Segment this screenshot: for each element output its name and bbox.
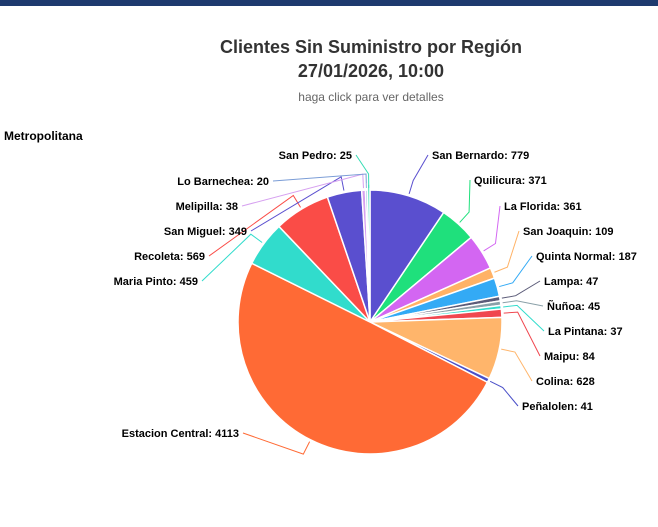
connector-quilicura [459, 179, 471, 223]
pie-slice-estacion-central[interactable] [237, 262, 489, 455]
connector-san-pedro [355, 154, 370, 189]
connector-la-pintana [503, 304, 545, 332]
connector-la-florida [483, 205, 501, 252]
connector-colina [501, 348, 533, 382]
data-label-maria-pinto[interactable]: Maria Pinto: 459 [114, 276, 198, 288]
connector-penalolen [489, 380, 519, 407]
data-label-melipilla[interactable]: Melipilla: 38 [176, 201, 238, 213]
region-label: Metropolitana [4, 129, 83, 143]
data-label-quinta-normal[interactable]: Quinta Normal: 187 [536, 251, 637, 263]
connector-estacion-central [242, 432, 311, 455]
connector-quinta-normal [499, 255, 533, 288]
connector-nunoa [502, 300, 544, 307]
chart-title: Clientes Sin Suministro por Región [219, 37, 523, 57]
connector-san-miguel [250, 176, 345, 232]
connector-san-bernardo [408, 154, 429, 194]
pie-slice-san-bernardo[interactable] [369, 189, 445, 325]
data-label-san-bernardo[interactable]: San Bernardo: 779 [432, 150, 529, 162]
chart-title-date: 27/01/2026, 10:00 [297, 61, 445, 81]
data-label-lo-barnechea[interactable]: Lo Barnechea: 20 [177, 176, 269, 188]
data-label-san-pedro[interactable]: San Pedro: 25 [279, 150, 352, 162]
data-label-san-joaquin[interactable]: San Joaquin: 109 [523, 226, 613, 238]
data-label-la-florida[interactable]: La Florida: 361 [504, 201, 582, 213]
data-label-recoleta[interactable]: Recoleta: 569 [134, 251, 205, 263]
connector-san-joaquin [494, 230, 520, 273]
connector-recoleta [208, 194, 301, 257]
data-label-la-pintana[interactable]: La Pintana: 37 [548, 326, 623, 338]
connector-lampa [501, 280, 541, 299]
data-label-estacion-central[interactable]: Estacion Central: 4113 [122, 428, 239, 440]
data-label-san-miguel[interactable]: San Miguel: 349 [164, 226, 247, 238]
data-label-maipu[interactable]: Maipu: 84 [544, 351, 596, 363]
data-label-penalolen[interactable]: Peñalolen: 41 [522, 401, 593, 413]
data-label-quilicura[interactable]: Quilicura: 371 [474, 175, 547, 187]
data-label-colina[interactable]: Colina: 628 [536, 376, 595, 388]
chart-subtitle: haga click para ver detalles [298, 90, 444, 104]
connector-maria-pinto [201, 233, 263, 282]
top-accent-bar [0, 0, 658, 6]
data-label-lampa[interactable]: Lampa: 47 [544, 276, 598, 288]
connector-maipu [503, 311, 541, 357]
connector-lo-barnechea [272, 173, 367, 189]
data-label-nunoa[interactable]: Ñuñoa: 45 [547, 300, 600, 313]
